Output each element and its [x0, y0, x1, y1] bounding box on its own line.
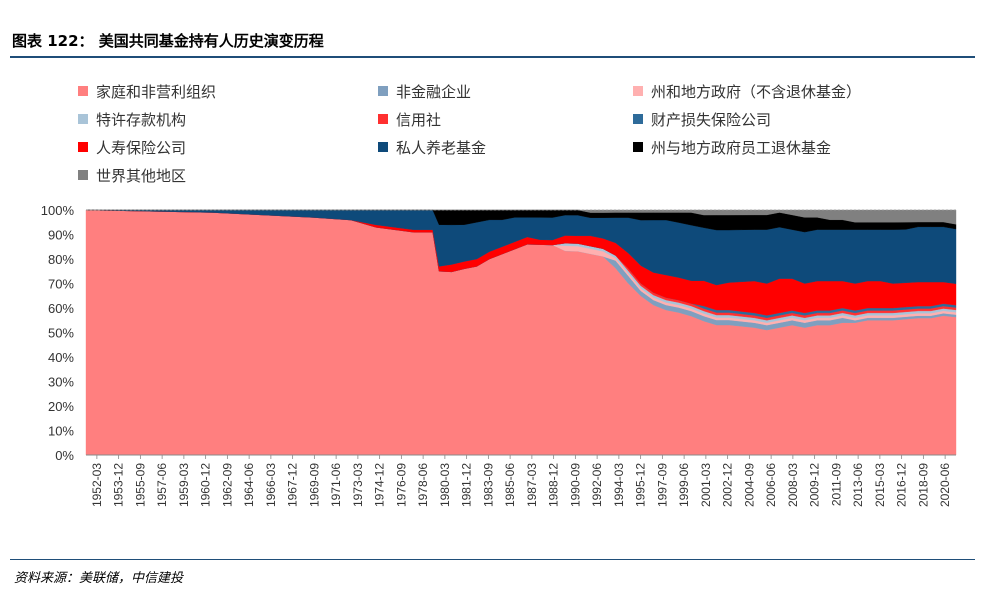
legend-label: 人寿保险公司: [96, 138, 187, 157]
y-tick-label: 0%: [55, 448, 74, 463]
x-tick-label: 2004-09: [742, 463, 756, 507]
x-tick-label: 1995-12: [634, 463, 648, 507]
x-tick-label: 1960-12: [199, 463, 213, 507]
y-tick-label: 90%: [48, 228, 74, 243]
legend-label: 财产损失保险公司: [651, 110, 772, 129]
legend-label: 世界其他地区: [96, 166, 187, 185]
legend-swatch: [78, 142, 88, 152]
y-tick-label: 80%: [48, 252, 74, 267]
x-tick-label: 1966-03: [264, 463, 278, 507]
x-tick-label: 1971-06: [329, 463, 343, 507]
stacked-area-chart: 0% 10% 20% 30% 40% 50% 60% 70% 80% 90% 100% 1952-03…: [41, 203, 957, 507]
x-tick-label: 1987-03: [525, 463, 539, 507]
x-tick-label: 1962-09: [220, 463, 234, 507]
x-tick-label: 2020-06: [938, 463, 952, 507]
chart-legend: 家庭和非营利组织 非金融企业 州和地方政府（不含退休基金） 特许存款机构 信用社 财产损失…: [78, 80, 978, 192]
source-rule: [10, 559, 975, 560]
legend-item: 信用社: [378, 108, 441, 130]
legend-item: 私人养老基金: [378, 136, 486, 158]
legend-item: 世界其他地区: [78, 164, 186, 186]
legend-swatch: [633, 114, 643, 124]
x-tick-label: 1959-03: [177, 463, 191, 507]
x-tick-label: 1974-12: [373, 463, 387, 507]
legend-item: 人寿保险公司: [78, 136, 186, 158]
legend-swatch: [378, 114, 388, 124]
legend-label: 州与地方政府员工退休基金: [651, 138, 832, 157]
x-tick-label: 1981-12: [460, 463, 474, 507]
legend-swatch: [78, 86, 88, 96]
y-tick-label: 60%: [48, 301, 74, 316]
x-tick-label: 2001-03: [699, 463, 713, 507]
x-tick-label: 1953-12: [112, 463, 126, 507]
legend-swatch: [633, 86, 643, 96]
legend-swatch: [378, 86, 388, 96]
legend-label: 家庭和非营利组织: [96, 82, 217, 101]
legend-item: 州和地方政府（不含退休基金）: [633, 80, 861, 102]
title-rule: [10, 56, 975, 58]
x-tick-label: 1978-06: [416, 463, 430, 507]
x-tick-label: 2018-09: [916, 463, 930, 507]
x-tick-label: 1967-12: [286, 463, 300, 507]
x-tick-label: 2016-12: [895, 463, 909, 507]
x-tick-label: 1957-06: [155, 463, 169, 507]
axes-layer: 0% 10% 20% 30% 40% 50% 60% 70% 80% 90% 100% 1952-03…: [41, 203, 956, 507]
x-tick-label: 1969-09: [307, 463, 321, 507]
x-tick-label: 2006-06: [764, 463, 778, 507]
figure-source: 资料来源：美联储，中信建投: [14, 571, 184, 586]
x-tick-label: 1964-06: [242, 463, 256, 507]
x-tick-label: 2015-03: [873, 463, 887, 507]
x-tick-label: 1983-09: [481, 463, 495, 507]
area-layer: [85, 209, 957, 456]
legend-label: 信用社: [396, 110, 442, 129]
y-tick-label: 100%: [41, 203, 75, 218]
x-tick-label: 1999-06: [677, 463, 691, 507]
y-tick-label: 50%: [48, 326, 74, 341]
legend-item: 财产损失保险公司: [633, 108, 771, 130]
legend-label: 特许存款机构: [96, 110, 187, 129]
legend-label: 非金融企业: [396, 82, 472, 101]
legend-swatch: [378, 142, 388, 152]
x-tick-label: 2011-09: [829, 463, 843, 506]
x-tick-label: 1976-09: [394, 463, 408, 507]
legend-label: 州和地方政府（不含退休基金）: [651, 82, 862, 101]
x-tick-label: 1973-03: [351, 463, 365, 507]
legend-item: 州与地方政府员工退休基金: [633, 136, 831, 158]
legend-swatch: [78, 170, 88, 180]
figure-title: 图表 122： 美国共同基金持有人历史演变历程: [12, 32, 324, 50]
x-tick-label: 1985-06: [503, 463, 517, 507]
x-tick-label: 1952-03: [90, 463, 104, 507]
y-tick-label: 30%: [48, 375, 74, 390]
y-tick-label: 40%: [48, 350, 74, 365]
y-tick-label: 70%: [48, 277, 74, 292]
x-tick-label: 2008-03: [786, 463, 800, 507]
legend-swatch: [633, 142, 643, 152]
x-tick-label: 2013-06: [851, 463, 865, 507]
x-tick-label: 2002-12: [721, 463, 735, 507]
x-tick-label: 1990-09: [568, 463, 582, 507]
legend-item: 非金融企业: [378, 80, 471, 102]
y-tick-label: 20%: [48, 399, 74, 414]
y-tick-label: 10%: [48, 424, 74, 439]
x-tick-label: 2009-12: [808, 463, 822, 507]
x-tick-label: 1997-09: [655, 463, 669, 507]
legend-item: 家庭和非营利组织: [78, 80, 216, 102]
x-tick-label: 1955-09: [133, 463, 147, 507]
x-tick-label: 1988-12: [547, 463, 561, 507]
legend-label: 私人养老基金: [396, 138, 487, 157]
legend-swatch: [78, 114, 88, 124]
x-tick-label: 1994-03: [612, 463, 626, 507]
legend-item: 特许存款机构: [78, 108, 186, 130]
x-tick-label: 1992-06: [590, 463, 604, 507]
x-tick-label: 1980-03: [438, 463, 452, 507]
